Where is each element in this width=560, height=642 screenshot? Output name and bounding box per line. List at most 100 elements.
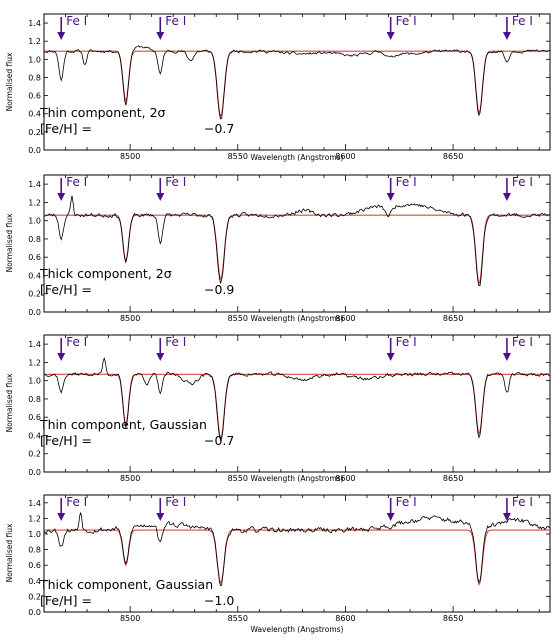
fe-marker-label: Fe I xyxy=(165,495,186,509)
x-tick-label: 8500 xyxy=(120,474,140,483)
x-axis-label: Wavelength (Angstroms) xyxy=(251,153,344,162)
metallicity-value: −0.7 xyxy=(204,433,234,448)
y-axis-label: Normalised flux xyxy=(5,523,14,582)
observed-spectrum-line xyxy=(44,195,550,286)
plot-frame xyxy=(43,334,551,473)
x-tick-label: 8500 xyxy=(120,152,140,161)
fe-marker-arrowhead xyxy=(57,32,66,40)
x-axis-label: Wavelength (Angstroms) xyxy=(251,314,344,323)
x-tick-label: 8550 xyxy=(228,614,248,623)
observed-spectrum-line xyxy=(44,357,550,442)
fe-marker-label: Fe I xyxy=(165,14,186,28)
x-tick-label: 8650 xyxy=(443,474,463,483)
fe-marker-arrowhead xyxy=(386,353,395,361)
y-tick-label: 0.0 xyxy=(28,608,41,617)
y-tick-label: 0.0 xyxy=(28,468,41,477)
y-tick-label: 0.0 xyxy=(28,146,41,155)
fe-marker-label: Fe I xyxy=(66,335,87,349)
y-tick-label: 1.0 xyxy=(28,217,41,226)
y-tick-label: 0.4 xyxy=(28,431,41,440)
y-tick-label: 1.0 xyxy=(28,530,41,539)
y-tick-label: 1.4 xyxy=(28,340,41,349)
fe-marker-arrowhead xyxy=(502,193,511,201)
y-tick-label: 0.2 xyxy=(28,290,41,299)
y-tick-label: 1.0 xyxy=(28,377,41,386)
fe-marker-label: Fe I xyxy=(512,14,533,28)
y-tick-label: 0.8 xyxy=(28,73,41,82)
y-tick-label: 0.2 xyxy=(28,450,41,459)
y-axis: 0.0 0.2 0.4 0.6 0.8 1.0 1.2 1.4 xyxy=(28,499,550,617)
y-tick-label: 1.4 xyxy=(28,499,41,508)
fe-line-markers: Fe I Fe I Fe I Fe I xyxy=(57,175,533,201)
fe-marker-arrowhead xyxy=(386,513,395,521)
panel-thick-2sigma: 0.0 0.2 0.4 0.6 0.8 1.0 1.2 1.4 8500 8550 8600 865… xyxy=(5,174,551,323)
plot-frame xyxy=(43,174,551,313)
y-tick-label: 0.6 xyxy=(28,561,41,570)
x-tick-label: 8550 xyxy=(228,314,248,323)
y-axis-label: Normalised flux xyxy=(5,373,14,432)
x-axis: 8500 8550 8600 8650 xyxy=(43,495,540,623)
fe-marker-label: Fe I xyxy=(396,175,417,189)
x-axis-label: Wavelength (Angstroms) xyxy=(251,474,344,483)
x-tick-label: 8650 xyxy=(443,614,463,623)
y-tick-label: 0.4 xyxy=(28,110,41,119)
metallicity-value: −0.7 xyxy=(204,121,234,136)
fe-marker-label: Fe I xyxy=(66,14,87,28)
x-tick-label: 8550 xyxy=(228,474,248,483)
y-axis: 0.0 0.2 0.4 0.6 0.8 1.0 1.2 1.4 xyxy=(28,180,550,317)
component-annotation: Thin component, 2σ xyxy=(39,105,166,120)
fe-marker-arrowhead xyxy=(57,193,66,201)
y-tick-label: 0.6 xyxy=(28,253,41,262)
fe-marker-arrowhead xyxy=(156,513,165,521)
fe-marker-label: Fe I xyxy=(165,335,186,349)
fe-marker-label: Fe I xyxy=(66,495,87,509)
y-tick-label: 0.6 xyxy=(28,92,41,101)
x-axis-label: Wavelength (Angstroms) xyxy=(251,625,344,634)
fe-marker-arrowhead xyxy=(502,353,511,361)
x-tick-label: 8650 xyxy=(443,314,463,323)
component-annotation: Thick component, 2σ xyxy=(39,266,172,281)
fe-marker-label: Fe I xyxy=(165,175,186,189)
y-tick-label: 0.8 xyxy=(28,235,41,244)
y-tick-label: 0.4 xyxy=(28,577,41,586)
fe-line-markers: Fe I Fe I Fe I Fe I xyxy=(57,335,533,361)
y-tick-label: 1.2 xyxy=(28,198,41,207)
panel-thin-gaussian: 0.0 0.2 0.4 0.6 0.8 1.0 1.2 1.4 8500 8550 8600 865… xyxy=(5,334,551,483)
x-tick-label: 8600 xyxy=(335,314,355,323)
fe-marker-arrowhead xyxy=(156,193,165,201)
y-tick-label: 1.4 xyxy=(28,19,41,28)
fe-marker-arrowhead xyxy=(57,513,66,521)
y-tick-label: 0.2 xyxy=(28,592,41,601)
observed-spectrum-line xyxy=(44,45,550,120)
fe-marker-label: Fe I xyxy=(512,335,533,349)
fe-line-markers: Fe I Fe I Fe I Fe I xyxy=(57,495,533,521)
y-tick-label: 0.8 xyxy=(28,395,41,404)
x-tick-label: 8500 xyxy=(120,314,140,323)
metallicity-label: [Fe/H] = xyxy=(40,593,92,608)
x-axis: 8500 8550 8600 8650 xyxy=(43,175,540,323)
y-tick-label: 0.4 xyxy=(28,271,41,280)
fe-marker-arrowhead xyxy=(502,513,511,521)
component-annotation: Thick component, Gaussian xyxy=(39,577,213,592)
x-axis: 8500 8550 8600 8650 xyxy=(43,14,540,161)
fe-marker-label: Fe I xyxy=(396,14,417,28)
panel-thick-gaussian: 0.0 0.2 0.4 0.6 0.8 1.0 1.2 1.4 8500 8550 8600 865… xyxy=(5,494,551,634)
fe-marker-arrowhead xyxy=(386,193,395,201)
y-tick-label: 1.2 xyxy=(28,37,41,46)
fe-marker-label: Fe I xyxy=(512,175,533,189)
metallicity-value: −1.0 xyxy=(204,593,234,608)
y-tick-label: 1.4 xyxy=(28,180,41,189)
metallicity-value: −0.9 xyxy=(204,282,234,297)
x-tick-label: 8650 xyxy=(443,152,463,161)
y-tick-label: 1.2 xyxy=(28,514,41,523)
y-axis: 0.0 0.2 0.4 0.6 0.8 1.0 1.2 1.4 xyxy=(28,19,550,155)
component-annotation: Thin component, Gaussian xyxy=(39,417,207,432)
fe-marker-arrowhead xyxy=(156,32,165,40)
x-tick-label: 8600 xyxy=(335,152,355,161)
x-tick-label: 8500 xyxy=(120,614,140,623)
y-tick-label: 0.6 xyxy=(28,413,41,422)
fe-marker-label: Fe I xyxy=(396,495,417,509)
y-axis-label: Normalised flux xyxy=(5,52,14,111)
fe-marker-label: Fe I xyxy=(396,335,417,349)
x-tick-label: 8550 xyxy=(228,152,248,161)
